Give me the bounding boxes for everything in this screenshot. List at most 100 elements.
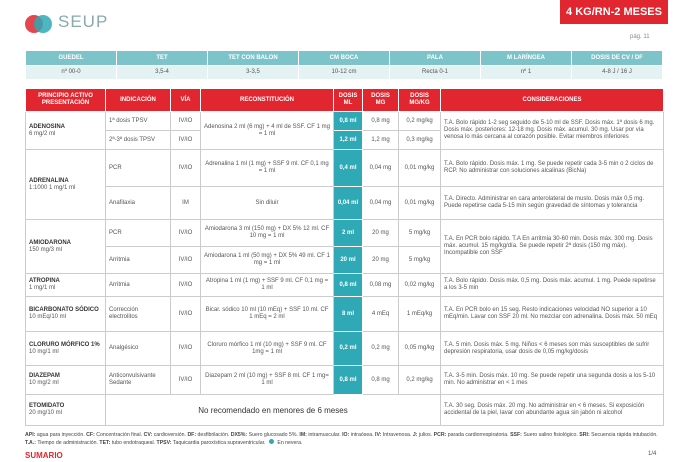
footnote-definition: intramuscular.	[308, 432, 341, 438]
drug-cell: ATROPINA 1 mg/1 ml	[25, 273, 106, 297]
notes: T.A. En PCR bolo rápido. T.A En arritmia…	[440, 219, 664, 274]
footnote-definition: Secuencia rápida intubación.	[591, 432, 658, 438]
reconstitution: Adenosina 2 ml (6 mg) + 4 ml de SSF. CF …	[200, 111, 334, 150]
reconstitution: Amiodarona 3 ml (150 mg) + DX 5% 12 ml. …	[200, 219, 334, 247]
route: IV/IO	[170, 273, 201, 297]
reconstitution: Bicar. sódico 10 ml (10 mEq) + SSF 10 ml…	[200, 296, 334, 332]
footnote-term: IV:	[375, 432, 382, 438]
dose-ml: 2 ml	[333, 219, 363, 247]
footnote-definition: cardioversión.	[153, 432, 186, 438]
reconstitution: Adrenalina 1 ml (1 mg) + SSF 9 ml. CF 0,…	[200, 149, 334, 187]
dose-mgkg: 0,01 mg/kg	[398, 186, 441, 220]
indication: PCR	[105, 219, 171, 247]
footnote-definition: Tiempo de administración.	[37, 440, 98, 446]
dose-mgkg: 0,2 mg/kg	[398, 365, 441, 395]
footnote-definition: intraósea.	[350, 432, 374, 438]
column-header: RECONSTITUCIÓN	[200, 88, 334, 112]
drug-cell: ETOMIDATO 20 mg/10 ml	[25, 394, 106, 426]
footnote-definition: Suero salino fisiológico.	[523, 432, 578, 438]
drug-row: Anafilaxia IM Sin diluir 0,04 ml 0,04 mg 0,01…	[26, 186, 664, 220]
dose-mg: 0,04 mg	[362, 149, 399, 187]
equipment-value: 3,5-4	[116, 65, 208, 80]
brand: SEUP	[58, 12, 109, 31]
drug-presentation: 20 mg/10 ml	[29, 410, 63, 416]
indication: Anafilaxia	[105, 186, 171, 220]
dose-ml: 8 ml	[333, 296, 363, 332]
footnote-term: IM:	[299, 432, 307, 438]
drug-row: Arritmia IV/IO Amiodarona 1 ml (50 mg) + D…	[26, 246, 664, 274]
indication: 2ª-3ª dosis TPSV	[105, 130, 171, 150]
drug-cell: ADRENALINA 1:1000 1 mg/1 ml	[25, 149, 106, 220]
summary-link[interactable]: SUMARIO	[25, 451, 63, 460]
column-header: PRINCIPIO ACTIVO PRESENTACIÓN	[25, 88, 106, 112]
indication: Arritmia	[105, 273, 171, 297]
indication: 1ª dosis TPSV	[105, 111, 171, 131]
dose-mg: 1,2 mg	[362, 130, 399, 150]
route: IV/IO	[170, 130, 201, 150]
footnote-definition: Taquicardia paroxística supraventricular…	[172, 440, 266, 446]
dose-ml: 20 ml	[333, 246, 363, 274]
reconstitution: Cloruro mórfico 1 ml (10 mg) + SSF 9 ml.…	[200, 331, 334, 366]
footnote-term: CF:	[86, 432, 95, 438]
equipment-value: 4-8 J / 16 J	[571, 65, 663, 80]
drug-presentation: 10 mg/1 ml	[29, 348, 59, 355]
footnote-definition: Suero glucosado 5%.	[248, 432, 298, 438]
drug-name: ADENOSINA	[29, 123, 66, 130]
equipment-value: 3-3,5	[207, 65, 299, 80]
dose-ml: 0,8 ml	[333, 273, 363, 297]
footnote-term: CV:	[143, 432, 153, 438]
age-badge: 4 KG/RN-2 MESES	[560, 0, 668, 24]
drug-presentation: 6 mg/2 ml	[29, 130, 56, 137]
notes: T.A. 30 seg. Dosis máx. 20 mg. No admini…	[440, 394, 664, 426]
logo	[25, 15, 52, 33]
drug-name: CLORURO MÓRFICO 1%	[29, 341, 100, 348]
route: IV/IO	[170, 331, 201, 366]
footnote-term: API:	[25, 432, 36, 438]
footnote-term: SSF:	[510, 432, 522, 438]
footnote-term: PCR:	[433, 432, 447, 438]
drug-row: DIAZEPAM 10 mg/2 ml Anticonvulsivante Seda…	[25, 365, 664, 395]
equipment-header: GUEDEL	[25, 50, 117, 66]
footnote-definition: desfibrilación.	[197, 432, 230, 438]
route: IV/IO	[170, 296, 201, 332]
footnote-term: DX5%:	[230, 432, 248, 438]
dose-mg: 0,08 mg	[362, 273, 399, 297]
equipment-header: CM BOCA	[298, 50, 390, 66]
notes: T.A. 3-5 min. Dosis máx. 10 mg. Se puede…	[440, 365, 664, 395]
dose-mgkg: 0,3 mg/kg	[398, 130, 441, 150]
drug-name: ATROPINA	[29, 278, 60, 284]
drug-name: DIAZEPAM	[29, 373, 60, 379]
dose-mg: 4 mEq	[362, 296, 399, 332]
drug-row: ADRENALINA 1:1000 1 mg/1 ml PCR IV/IO Adrena…	[25, 149, 664, 220]
equipment-value: nº 1	[480, 65, 572, 80]
dose-mg: 0,8 mg	[362, 365, 399, 395]
drug-presentation: 10 mEq/10 ml	[29, 314, 67, 320]
drug-cell: CLORURO MÓRFICO 1% 10 mg/1 ml	[25, 331, 106, 366]
equipment-header: TET CON BALON	[207, 50, 299, 66]
column-header: DOSIS MG	[362, 88, 399, 112]
route: IV/IO	[170, 365, 201, 395]
notes: T.A. Directo. Administrar en cara antero…	[440, 186, 664, 220]
dose-ml: 0,2 ml	[333, 331, 363, 366]
equipment-header: DOSIS DE CV / DF	[571, 50, 663, 66]
equipment-header: PALA	[389, 50, 481, 66]
indication: Arritmia	[105, 246, 171, 274]
route: IV/IO	[170, 149, 201, 187]
footnote-definition: parada cardiorrespiratoria.	[447, 432, 509, 438]
footnote-definition: En nevera.	[277, 440, 303, 446]
footnote-term: T.A.:	[25, 440, 36, 446]
footnote-definition: agua para inyección.	[36, 432, 85, 438]
drug-presentation: 1:1000 1 mg/1 ml	[29, 184, 76, 191]
equipment-header: TET	[116, 50, 208, 66]
dose-mg: 0,04 mg	[362, 186, 399, 220]
notes: T.A. Bolo rápido. Dosis máx. 1 mg. Se pu…	[440, 149, 664, 187]
dose-mgkg: 0,02 mg/kg	[398, 273, 441, 297]
drug-name: ETOMIDATO	[29, 403, 65, 409]
dose-mg: 0,8 mg	[362, 111, 399, 131]
drug-name: BICARBONATO SÓDICO	[29, 307, 99, 313]
notes: T.A. Bolo rápido. Dosis máx. 0,5 mg. Dos…	[440, 273, 664, 297]
dose-mg: 0,2 mg	[362, 331, 399, 366]
page-count: 1/4	[648, 451, 657, 457]
